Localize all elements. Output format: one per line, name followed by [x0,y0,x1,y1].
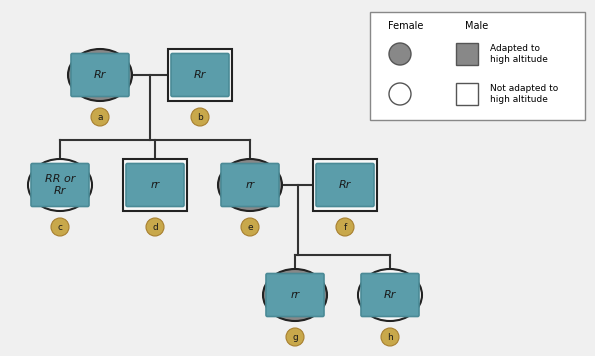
Text: e: e [247,222,253,231]
FancyBboxPatch shape [31,163,89,206]
Text: d: d [152,222,158,231]
Ellipse shape [28,159,92,211]
FancyBboxPatch shape [266,273,324,316]
Text: rr: rr [290,290,300,300]
FancyBboxPatch shape [171,53,229,96]
Text: Rr: Rr [339,180,351,190]
Circle shape [381,328,399,346]
Ellipse shape [263,269,327,321]
Text: Rr: Rr [94,70,106,80]
FancyBboxPatch shape [456,43,478,65]
Text: Rr: Rr [194,70,206,80]
Text: a: a [97,112,103,121]
Text: Rr: Rr [384,290,396,300]
Circle shape [389,43,411,65]
Text: rr: rr [245,180,255,190]
Text: Adapted to
high altitude: Adapted to high altitude [490,43,548,64]
Circle shape [191,108,209,126]
FancyBboxPatch shape [456,83,478,105]
Ellipse shape [218,159,282,211]
Circle shape [286,328,304,346]
Circle shape [241,218,259,236]
FancyBboxPatch shape [123,159,187,211]
Circle shape [336,218,354,236]
Text: Not adapted to
high altitude: Not adapted to high altitude [490,84,558,104]
Text: RR or
Rr: RR or Rr [45,174,75,196]
FancyBboxPatch shape [313,159,377,211]
Text: Male: Male [465,21,488,31]
FancyBboxPatch shape [361,273,419,316]
Text: g: g [292,333,298,341]
FancyBboxPatch shape [126,163,184,206]
Ellipse shape [358,269,422,321]
FancyBboxPatch shape [71,53,129,96]
Text: rr: rr [151,180,159,190]
Text: c: c [58,222,62,231]
FancyBboxPatch shape [316,163,374,206]
Ellipse shape [68,49,132,101]
Circle shape [91,108,109,126]
Text: h: h [387,333,393,341]
FancyBboxPatch shape [168,49,232,101]
Text: b: b [197,112,203,121]
Circle shape [51,218,69,236]
FancyBboxPatch shape [221,163,279,206]
FancyBboxPatch shape [370,12,585,120]
Text: f: f [343,222,347,231]
Circle shape [146,218,164,236]
Text: Female: Female [388,21,424,31]
Circle shape [389,83,411,105]
